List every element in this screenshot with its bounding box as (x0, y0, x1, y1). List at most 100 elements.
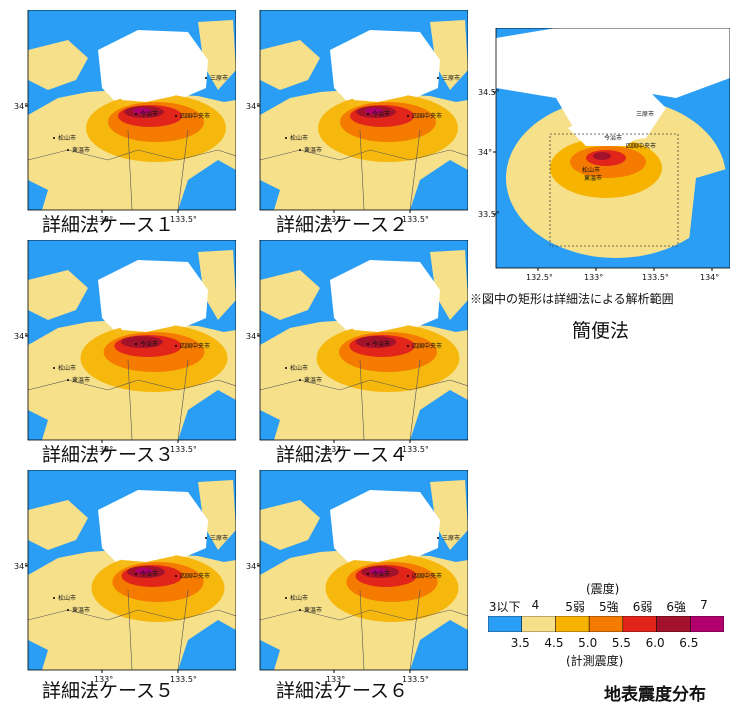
inland-sea (108, 264, 202, 332)
city-marker (367, 113, 369, 115)
city-marker (67, 149, 69, 151)
analysis-range-rectangle (549, 133, 679, 247)
land-north-west (28, 40, 88, 90)
city-marker (437, 77, 439, 79)
land-north-west (260, 270, 320, 320)
low-intensity-zone (178, 620, 236, 670)
city-label: 三原市 (442, 74, 460, 82)
city-label: 東温市 (72, 606, 90, 614)
prefecture-boundary (409, 589, 421, 671)
x-tick-label: 133° (94, 215, 113, 224)
inland-sea (108, 494, 202, 562)
land-north-west (260, 500, 320, 550)
city-label: 今治市 (372, 110, 390, 118)
map-frame (27, 10, 236, 211)
x-tick-label: 133.5° (170, 675, 197, 684)
city-label: 三原市 (210, 534, 228, 542)
land-north-west (260, 40, 320, 90)
inland-sea (340, 494, 434, 562)
legend-swatch (622, 616, 657, 632)
panel-caption-2: 詳細法ケース２ (276, 214, 409, 236)
city-label: 四国中央市 (626, 142, 656, 150)
x-tick-label: 133° (94, 445, 113, 454)
city-marker (437, 537, 439, 539)
prefecture-boundary (127, 589, 133, 671)
city-label: 松山市 (58, 594, 76, 602)
city-label: 今治市 (372, 340, 390, 348)
panel-caption-3: 詳細法ケース３ (42, 444, 175, 466)
map-frame (495, 28, 730, 269)
city-label: 東温市 (72, 376, 90, 384)
intensity-7 (135, 568, 153, 574)
x-tick-label: 133° (326, 675, 345, 684)
y-tick-label: 34° (14, 102, 28, 111)
city-label: 四国中央市 (180, 572, 210, 580)
x-tick-label: 133.5° (402, 675, 429, 684)
low-intensity-zone (28, 180, 48, 210)
legend-class-label: 4 (531, 598, 540, 612)
land-north-west (28, 270, 88, 320)
city-label: 今治市 (372, 570, 390, 578)
city-marker (205, 537, 207, 539)
city-label: 東温市 (584, 174, 602, 182)
y-tick-label: 34° (14, 562, 28, 571)
legend-bottom-label: (計測震度) (566, 654, 624, 668)
prefecture-boundary (177, 129, 189, 211)
city-label: 三原市 (210, 74, 228, 82)
city-label: 四国中央市 (412, 572, 442, 580)
city-marker (285, 367, 287, 369)
intensity-7 (133, 108, 151, 114)
x-tick-label: 133° (584, 273, 603, 282)
x-tick-label: 133° (94, 675, 113, 684)
low-intensity-zone (178, 160, 236, 210)
x-tick-label: 133.5° (170, 445, 197, 454)
city-label: 松山市 (290, 364, 308, 372)
city-label: 今治市 (604, 134, 622, 142)
figure-title: 地表震度分布 (604, 685, 706, 705)
city-marker (367, 343, 369, 345)
map-panel-4: 今治市 四国中央市 松山市 東温市 133° 133.5° 34° (246, 240, 468, 456)
city-label: 今治市 (140, 110, 158, 118)
analysis-range-note: ※図中の矩形は詳細法による解析範囲 (470, 292, 674, 306)
city-label: 松山市 (58, 364, 76, 372)
city-label: 四国中央市 (412, 112, 442, 120)
y-tick-label: 34.5° (478, 88, 500, 97)
prefecture-boundary (177, 589, 189, 671)
land-honshu (496, 28, 730, 98)
y-tick-label: 33.5° (478, 210, 500, 219)
city-marker (53, 597, 55, 599)
land-north-east (198, 480, 236, 550)
city-marker (285, 597, 287, 599)
city-marker (299, 379, 301, 381)
city-marker (135, 113, 137, 115)
map-panel-2: 三原市 今治市 四国中央市 松山市 東温市 133° 133.5° 34° (246, 10, 468, 226)
city-marker (135, 573, 137, 575)
inland-sea (340, 264, 434, 332)
low-intensity-zone (260, 180, 280, 210)
map-panel-6: 三原市 今治市 四国中央市 松山市 東温市 133° 133.5° 34° (246, 470, 468, 686)
low-intensity-zone (28, 640, 48, 670)
legend-color-bar (488, 616, 724, 632)
intensity-7 (369, 568, 387, 574)
legend-swatch (555, 616, 590, 632)
legend-value-label: 6.0 (645, 636, 665, 650)
city-label: 今治市 (140, 340, 158, 348)
prefecture-boundary (127, 129, 133, 211)
panel-caption-4: 詳細法ケース４ (276, 444, 409, 466)
simple-method-caption: 簡便法 (572, 320, 630, 342)
city-marker (299, 609, 301, 611)
city-marker (53, 137, 55, 139)
legend-swatch (488, 616, 522, 632)
legend-swatch (521, 616, 556, 632)
city-marker (407, 575, 409, 577)
legend-class-label: 5弱 (565, 600, 585, 614)
x-tick-label: 132.5° (526, 273, 553, 282)
city-label: 東温市 (72, 146, 90, 154)
prefecture-boundary (359, 589, 365, 671)
map-panel-simple: 三原市 今治市 四国中央市 松山市 東温市 132.5° 133° 133.5° 134° 34.… (478, 28, 730, 284)
prefecture-boundary (409, 129, 421, 211)
